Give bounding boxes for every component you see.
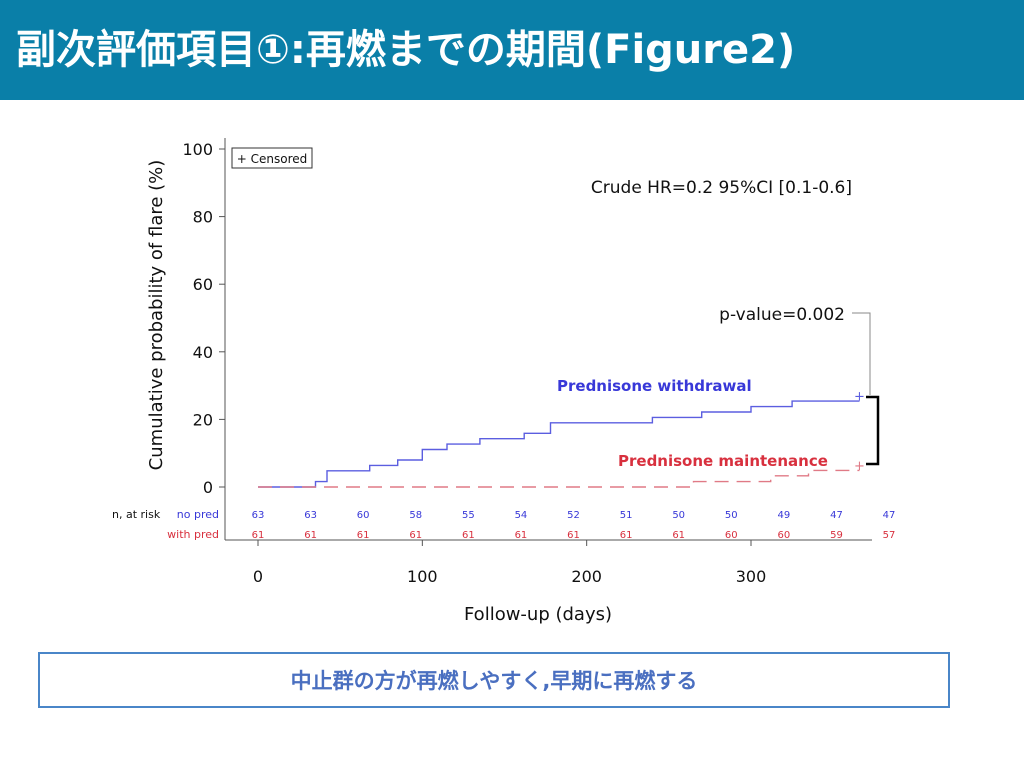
conclusion-box: 中止群の方が再燃しやすく,早期に再燃する	[38, 652, 950, 708]
x-tick-label: 300	[736, 567, 767, 586]
hr-annotation: Crude HR=0.2 95%CI [0.1-0.6]	[591, 178, 852, 198]
conclusion-text: 中止群の方が再燃しやすく,早期に再燃する	[290, 669, 698, 693]
chart-labels: Follow-up (days) Cumulative probability o…	[146, 147, 880, 625]
at-risk-value: 61	[515, 530, 528, 541]
x-tick-label: 200	[571, 567, 602, 586]
y-tick-label: 40	[193, 343, 213, 362]
at-risk-value: 61	[252, 530, 265, 541]
at-risk-value: 61	[672, 530, 685, 541]
at-risk-value: 47	[830, 510, 843, 521]
title-bar: 副次評価項目①:再燃までの期間(Figure2)	[0, 0, 1024, 100]
at-risk-value: 60	[777, 530, 790, 541]
at-risk-row-with-pred-label: with pred	[167, 528, 219, 541]
at-risk-row-no-pred-label: no pred	[177, 508, 219, 521]
at-risk-value: 50	[725, 510, 738, 521]
at-risk-value: 61	[409, 530, 422, 541]
y-tick-label: 100	[182, 140, 213, 159]
pvalue-annotation: p-value=0.002	[719, 305, 845, 325]
chart-axes	[224, 138, 872, 541]
at-risk-value: 63	[252, 510, 265, 521]
x-axis-label: Follow-up (days)	[464, 604, 612, 625]
axis-ticks: 0 20 40 60 80 100 0 100 200 300	[182, 140, 766, 586]
pvalue-connector	[852, 312, 871, 395]
censored-mark: +	[854, 459, 865, 474]
censored-mark: +	[854, 390, 865, 405]
at-risk-value: 60	[725, 530, 738, 541]
x-tick-label: 100	[407, 567, 438, 586]
at-risk-value: 55	[462, 510, 475, 521]
at-risk-value: 61	[567, 530, 580, 541]
maintenance-series-label: Prednisone maintenance	[618, 452, 828, 470]
at-risk-value: 54	[515, 510, 528, 521]
pvalue-bracket	[866, 395, 880, 466]
x-tick-label: 0	[253, 567, 263, 586]
at-risk-value: 60	[357, 510, 370, 521]
y-tick-label: 20	[193, 410, 213, 429]
chart-curves: ++	[258, 390, 865, 488]
y-tick-label: 80	[193, 208, 213, 227]
at-risk-value: 59	[830, 530, 843, 541]
y-tick-label: 0	[203, 478, 213, 497]
at-risk-value: 61	[357, 530, 370, 541]
y-axis-label: Cumulative probability of flare (%)	[146, 160, 167, 471]
at-risk-value: 57	[883, 530, 896, 541]
at-risk-value: 50	[672, 510, 685, 521]
at-risk-value: 49	[777, 510, 790, 521]
at-risk-value: 52	[567, 510, 580, 521]
slide-title: 副次評価項目①:再燃までの期間(Figure2)	[16, 27, 796, 73]
withdrawal-series-label: Prednisone withdrawal	[557, 377, 752, 395]
at-risk-value: 47	[883, 510, 896, 521]
censored-legend-label: + Censored	[237, 152, 308, 166]
maintenance-curve	[258, 469, 860, 488]
at-risk-value: 51	[620, 510, 633, 521]
censored-legend-box	[231, 147, 313, 169]
at-risk-value: 58	[409, 510, 422, 521]
at-risk-value: 61	[462, 530, 475, 541]
at-risk-value: 61	[304, 530, 317, 541]
withdrawal-curve	[258, 400, 860, 488]
at-risk-value: 61	[620, 530, 633, 541]
y-tick-label: 60	[193, 275, 213, 294]
at-risk-value: 63	[304, 510, 317, 521]
at-risk-table: n, at risk no pred 63 63 60 58 55 54 52 51 50 50 49 4…	[112, 508, 895, 541]
at-risk-label: n, at risk	[112, 508, 161, 521]
